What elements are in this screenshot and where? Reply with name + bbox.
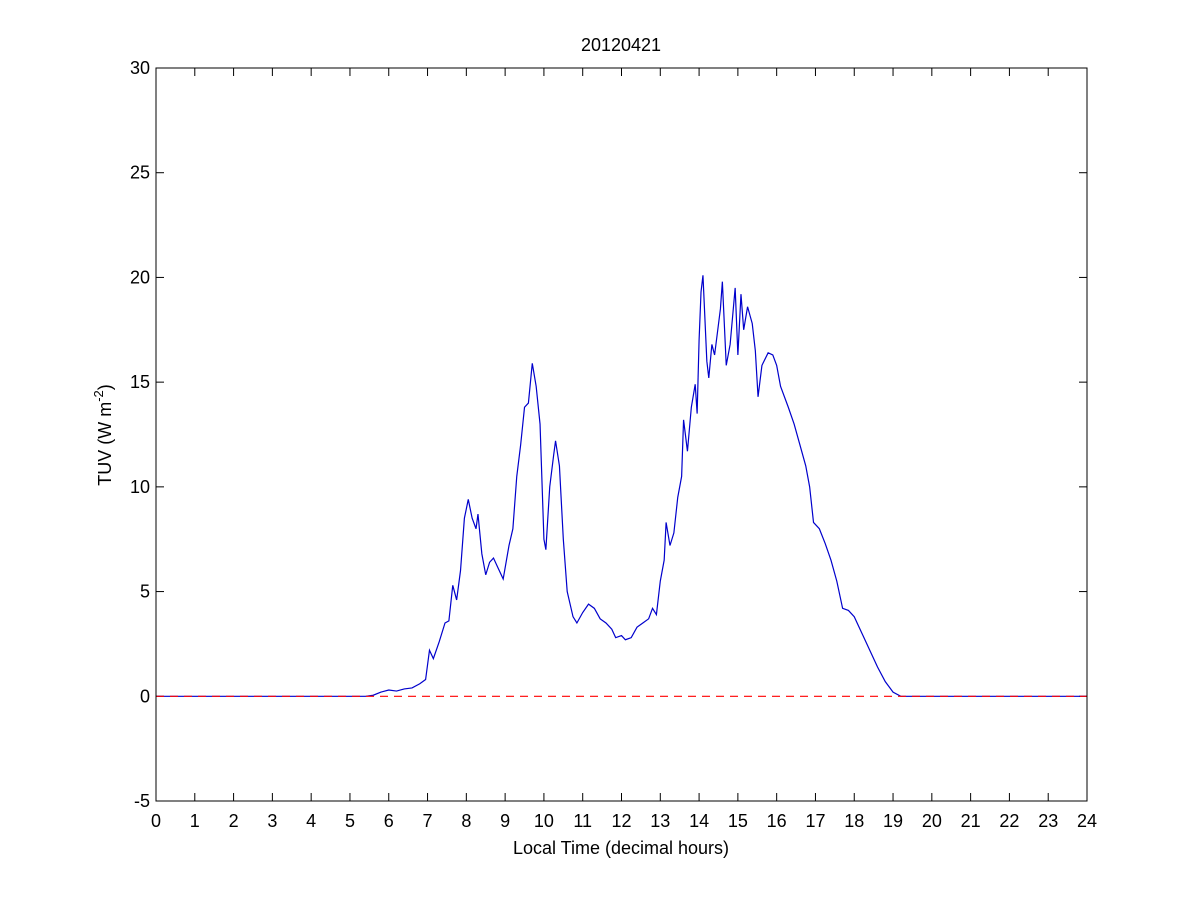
x-tick-label: 19 [883, 811, 903, 831]
y-tick-label: -5 [134, 791, 150, 811]
x-tick-label: 23 [1038, 811, 1058, 831]
x-tick-label: 4 [306, 811, 316, 831]
x-tick-label: 14 [689, 811, 709, 831]
x-tick-label: 12 [611, 811, 631, 831]
x-tick-label: 13 [650, 811, 670, 831]
x-tick-label: 11 [573, 811, 592, 831]
x-tick-label: 16 [767, 811, 787, 831]
y-tick-label: 15 [130, 372, 150, 392]
y-tick-label: 30 [130, 58, 150, 78]
y-tick-label: 10 [130, 477, 150, 497]
y-tick-label: 0 [140, 686, 150, 706]
x-tick-label: 9 [500, 811, 510, 831]
x-tick-label: 2 [229, 811, 239, 831]
x-tick-label: 21 [961, 811, 981, 831]
plot-frame [155, 67, 1088, 802]
x-tick-label: 3 [267, 811, 277, 831]
x-tick-label: 24 [1077, 811, 1097, 831]
x-tick-label: 20 [922, 811, 942, 831]
data-line [156, 275, 1087, 697]
x-tick-label: 7 [423, 811, 433, 831]
chart-title: 20120421 [581, 35, 661, 55]
x-axis-label: Local Time (decimal hours) [513, 838, 729, 858]
x-tick-label: 22 [999, 811, 1019, 831]
y-tick-label: 5 [140, 582, 150, 602]
x-tick-label: 0 [151, 811, 161, 831]
y-label-suffix: ) [95, 384, 115, 390]
x-tick-label: 15 [728, 811, 748, 831]
x-tick-label: 17 [805, 811, 825, 831]
x-tick-label: 1 [190, 811, 200, 831]
x-tick-label: 10 [534, 811, 554, 831]
y-axis-label: TUV (W m-2) [91, 384, 115, 486]
y-tick-label: 20 [130, 267, 150, 287]
x-tick-label: 5 [345, 811, 355, 831]
y-tick-label: 25 [130, 163, 150, 183]
x-tick-label: 6 [384, 811, 394, 831]
y-label-text: TUV (W m [95, 402, 115, 486]
x-tick-label: 18 [844, 811, 864, 831]
y-label-sup: -2 [91, 390, 106, 402]
x-tick-label: 8 [461, 811, 471, 831]
